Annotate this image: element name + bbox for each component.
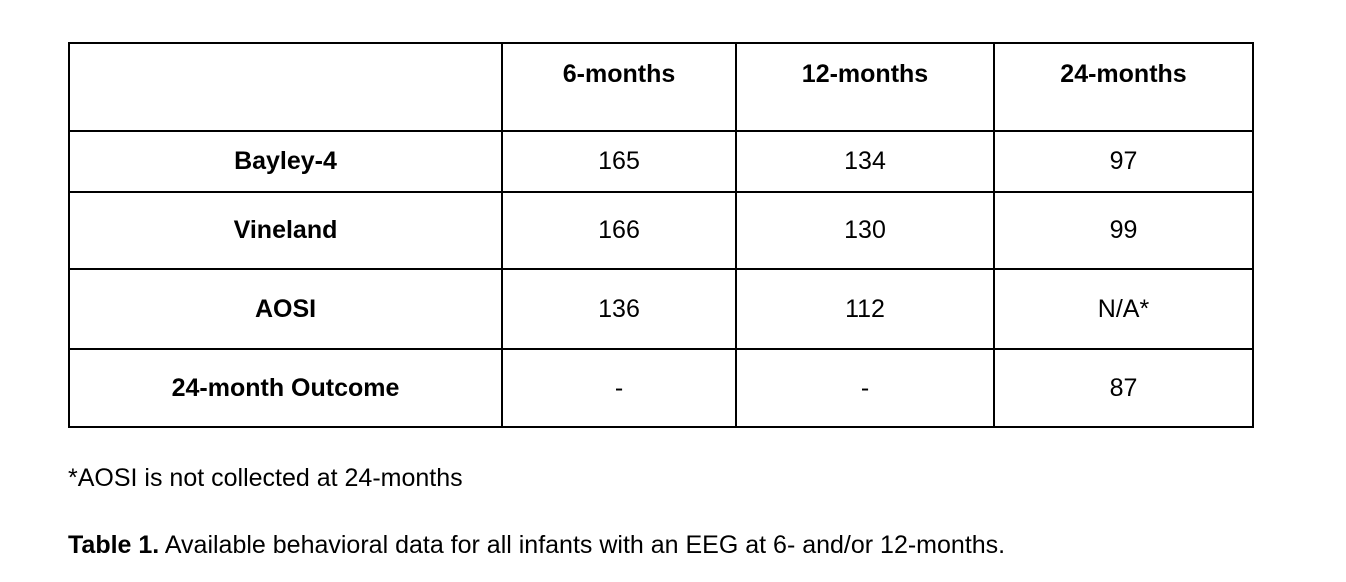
- table-cell: 134: [735, 130, 995, 193]
- row-label: Bayley-4: [68, 130, 503, 193]
- table-row-aosi: AOSI 136 112 N/A*: [68, 268, 1254, 350]
- row-label: AOSI: [68, 268, 503, 350]
- behavioral-data-table: 6-months 12-months 24-months Bayley-4 16…: [68, 42, 1254, 428]
- table-row-bayley: Bayley-4 165 134 97: [68, 130, 1254, 193]
- table-cell: -: [501, 348, 737, 428]
- table-cell: 99: [993, 191, 1254, 270]
- table-cell: N/A*: [993, 268, 1254, 350]
- header-cell-6-months: 6-months: [501, 42, 737, 132]
- table-cell: 87: [993, 348, 1254, 428]
- row-label: Vineland: [68, 191, 503, 270]
- table-footnote: *AOSI is not collected at 24-months: [68, 464, 463, 492]
- table-cell: 112: [735, 268, 995, 350]
- table-header-row: 6-months 12-months 24-months: [68, 42, 1254, 132]
- table-row-outcome: 24-month Outcome - - 87: [68, 348, 1254, 428]
- caption-text: Available behavioral data for all infant…: [159, 531, 1006, 559]
- header-cell-12-months: 12-months: [735, 42, 995, 132]
- row-label: 24-month Outcome: [68, 348, 503, 428]
- table-cell: 130: [735, 191, 995, 270]
- header-cell-24-months: 24-months: [993, 42, 1254, 132]
- table-cell: 165: [501, 130, 737, 193]
- caption-label: Table 1.: [68, 531, 160, 559]
- table-cell: -: [735, 348, 995, 428]
- table-caption: Table 1. Available behavioral data for a…: [68, 531, 1005, 560]
- table-row-vineland: Vineland 166 130 99: [68, 191, 1254, 270]
- table-cell: 136: [501, 268, 737, 350]
- table-cell: 166: [501, 191, 737, 270]
- table-cell: 97: [993, 130, 1254, 193]
- header-cell-empty: [68, 42, 503, 132]
